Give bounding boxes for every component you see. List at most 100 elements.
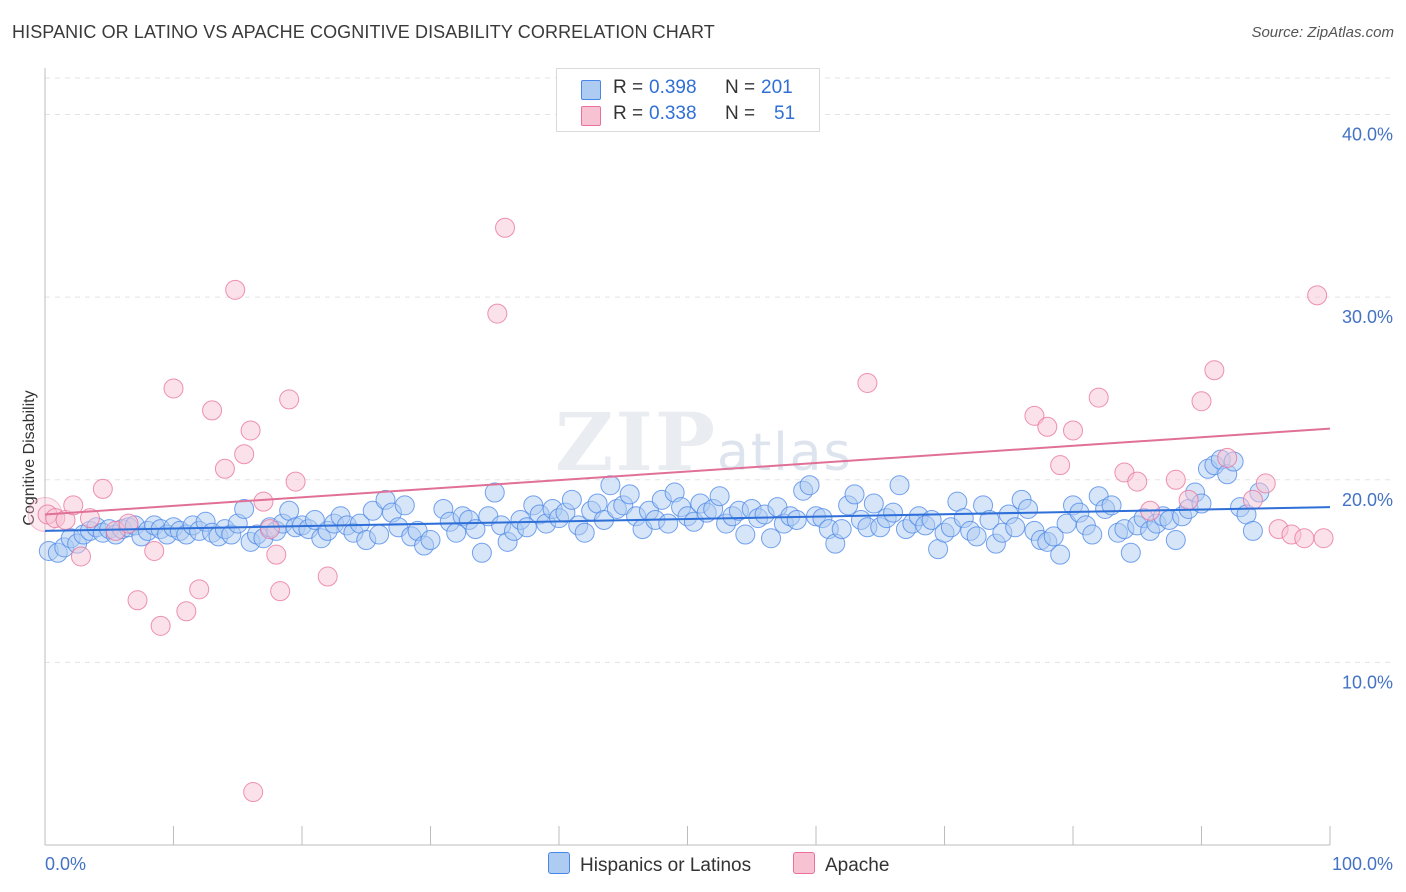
apache-point [285,471,306,492]
hispanic-point [304,509,325,530]
source-credit: Source: ZipAtlas.com [1251,24,1394,41]
hispanic-point [799,475,820,496]
apache-point [1307,285,1328,306]
apache-point [1024,405,1045,426]
hispanic-point [1242,520,1263,541]
apache-point [1242,489,1263,510]
apache-point [214,458,235,479]
legend-item-apache[interactable]: Apache [793,852,889,877]
hispanic-point [863,493,884,514]
hispanic-point [561,489,582,510]
hispanic-point [1082,524,1103,545]
hispanic-point [574,522,595,543]
r-label: R = [613,103,644,124]
hispanic-swatch [581,80,601,100]
y-tick-label: 30.0% [1342,307,1393,327]
apache-point [317,566,338,587]
apache-point [243,782,264,803]
watermark: ZIPatlas [555,395,853,489]
hispanic-point [1101,495,1122,516]
apache-point [240,420,261,441]
hispanic-point [619,484,640,505]
apache-point [1088,387,1109,408]
hispanic-point [735,524,756,545]
apache-trendline [44,427,1331,516]
apache-point [270,581,291,602]
apache-point [92,478,113,499]
apache-point [189,579,210,600]
n-label: N = [725,103,756,124]
n-value: 51 [774,103,796,124]
hispanic-point [1043,526,1064,547]
hispanic-point [844,484,865,505]
hispanic-point [394,495,415,516]
y-axis-label: Cognitive Disability [21,390,38,525]
hispanic-trendline [44,506,1331,532]
hispanic-point [465,519,486,540]
hispanic-point [709,486,730,507]
apache-point [487,303,508,324]
x-tick-label: 100.0% [1332,854,1393,874]
apache-point [234,444,255,465]
apache-point [259,519,280,540]
y-tick-label: 40.0% [1342,125,1393,145]
apache-point [1050,455,1071,476]
hispanic-point [1018,498,1039,519]
legend-label-apache: Apache [825,855,890,876]
apache-point [63,495,84,516]
hispanic-point [1165,530,1186,551]
apache-point [70,546,91,567]
legend-item-hispanic[interactable]: Hispanics or Latinos [548,852,751,877]
apache-point [1037,416,1058,437]
watermark-main: ZIP [555,395,717,489]
chart-title: HISPANIC OR LATINO VS APACHE COGNITIVE D… [12,22,715,42]
x-tick-label: 0.0% [45,854,86,874]
n-label: N = [725,77,756,98]
apache-point [1313,528,1334,549]
apache-point [266,544,287,565]
r-value: 0.338 [649,103,697,124]
hispanic-point [883,502,904,523]
hispanic-point [889,475,910,496]
hispanic-point [979,509,1000,530]
watermark-sub: atlas [716,423,853,483]
apache-point [1063,420,1083,441]
apache-swatch [581,106,601,126]
hispanic-point [1005,517,1026,538]
hispanic-point [234,498,255,519]
apache-point [1178,489,1199,510]
hispanic-point [658,513,679,534]
n-value: 201 [761,77,793,98]
hispanic-point [420,530,441,551]
apache-point [253,491,274,512]
r-label: R = [613,77,644,98]
apache-point [144,540,165,561]
apache-point [225,279,246,300]
hispanic-point [1050,544,1071,565]
hispanic-point [786,509,807,530]
apache-point [1294,528,1315,549]
hispanic-point [369,524,390,545]
hispanic-point [484,482,505,503]
y-tick-label: 10.0% [1342,672,1393,692]
hispanic-point [966,526,987,547]
hispanic-point [600,475,621,496]
apache-point [127,590,148,611]
apache-point [163,378,184,399]
apache-point [1165,469,1186,490]
apache-point [279,389,300,410]
hispanic-point [831,519,852,540]
apache-point [1191,391,1212,412]
apache-point [150,615,171,636]
apache-point [202,400,223,421]
apache-point [1204,360,1225,381]
apache-point [1127,471,1148,492]
y-tick-label: 20.0% [1342,490,1393,510]
stats-box: R = 0.398 N = 201 R = 0.338 N = 51 [556,68,820,132]
apache-point [495,217,516,238]
apache-point [79,508,100,529]
apache-point [857,372,878,393]
hispanic-point [1120,542,1141,563]
r-value: 0.398 [649,77,697,98]
